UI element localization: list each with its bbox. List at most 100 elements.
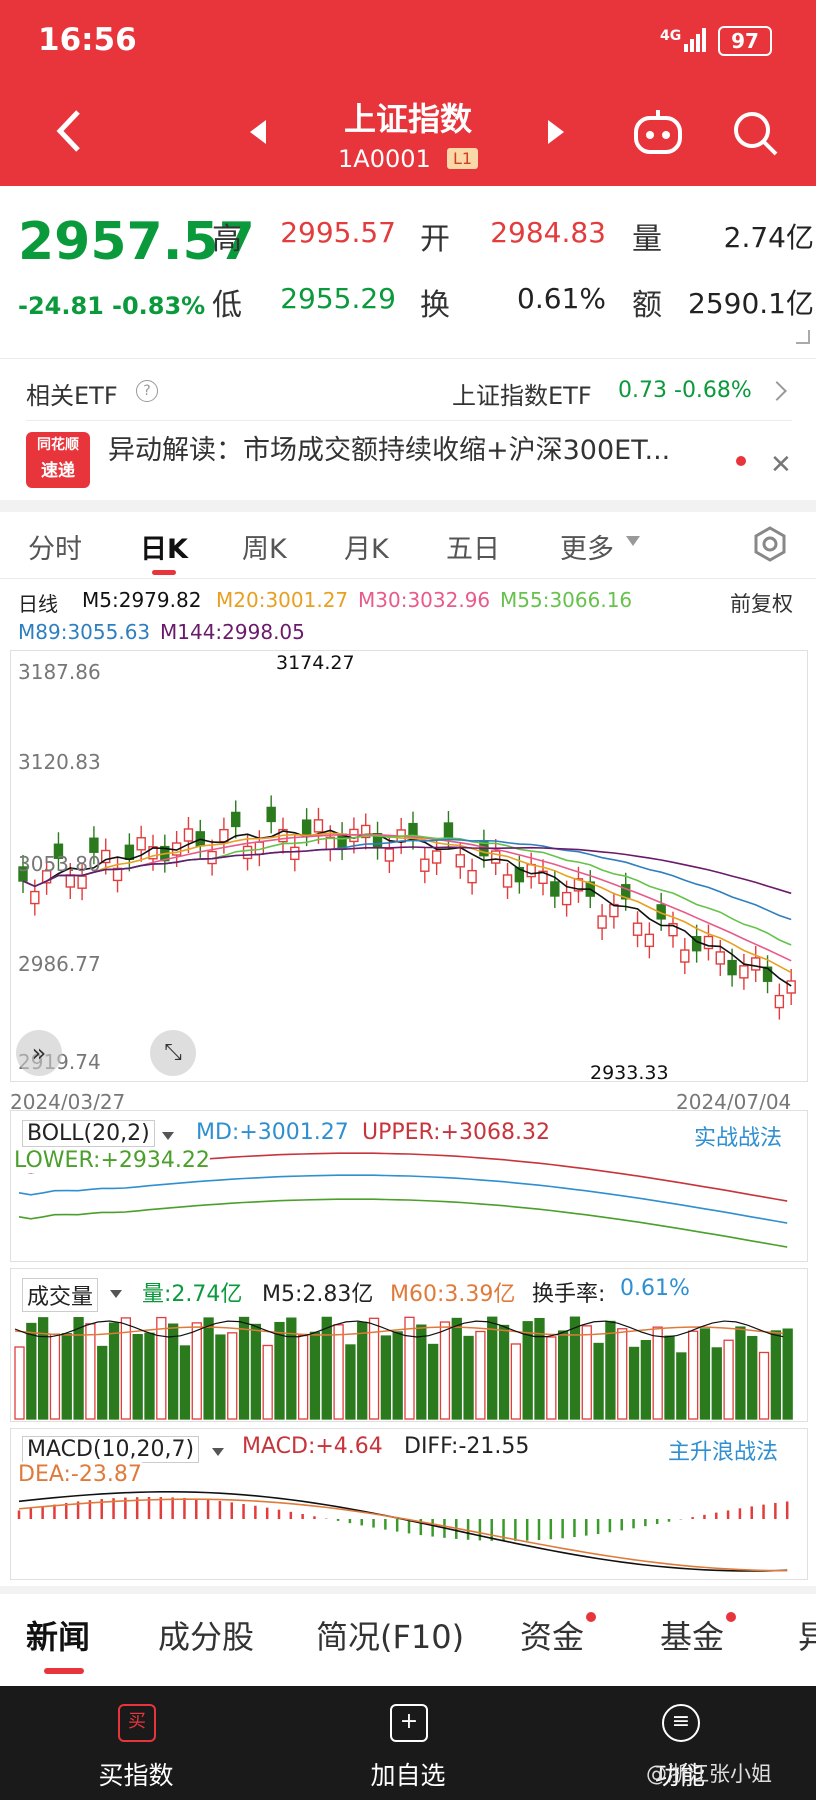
volume-bar: [628, 1346, 640, 1420]
macd-dea-line: [18, 1498, 788, 1572]
ma89-label: M89:3055.63: [18, 620, 151, 644]
volume-bar: [227, 1332, 238, 1420]
open-value: 2984.83: [490, 216, 606, 249]
candle: [491, 850, 501, 864]
volume-bar: [735, 1326, 746, 1420]
bottom-nav: 买 买指数 + 加自选 ≡ 功能 @浙江张小姐: [0, 1686, 816, 1800]
volume-bar: [203, 1317, 214, 1420]
macd-strategy-link[interactable]: 主升浪战法: [668, 1440, 779, 1465]
tab-more[interactable]: 更多: [560, 534, 614, 565]
current-price: 2957.57: [18, 212, 255, 272]
volume-bar: [770, 1330, 782, 1420]
etf-price: 0.73: [618, 378, 667, 403]
etf-name[interactable]: 上证指数ETF: [452, 382, 592, 410]
robot-icon[interactable]: [632, 108, 684, 158]
section-gap: [0, 1586, 816, 1594]
unread-dot: [736, 456, 746, 466]
candle: [680, 949, 690, 963]
volume-chart[interactable]: [10, 1268, 808, 1422]
chevron-down-icon[interactable]: [110, 1290, 122, 1298]
nav-functions[interactable]: 功能: [654, 1761, 705, 1790]
volume-bar: [557, 1330, 569, 1420]
ma30-line: [22, 833, 792, 962]
kline-chart[interactable]: [10, 650, 808, 1082]
tab-f10[interactable]: 简况(F10): [316, 1618, 465, 1656]
tab-five-day[interactable]: 五日: [446, 534, 500, 565]
candle: [148, 846, 158, 860]
volume-bar: [26, 1322, 37, 1420]
nav-buy-index[interactable]: 买指数: [98, 1761, 174, 1790]
tab-constituents[interactable]: 成分股: [158, 1618, 255, 1656]
tab-fenshi[interactable]: 分时: [28, 534, 82, 565]
high-label: 高: [212, 222, 242, 257]
tab-funds-flow[interactable]: 资金: [520, 1618, 585, 1656]
ma144-line: [22, 846, 792, 895]
y-label-3: 3053.80: [18, 852, 101, 876]
app-header: 16:56 4G 97 上证指数 1A0001 L1: [0, 0, 816, 186]
prev-stock-icon[interactable]: [250, 120, 266, 144]
macd-chart[interactable]: [10, 1428, 808, 1580]
y-label-2: 3120.83: [18, 750, 101, 774]
volume-selector[interactable]: 成交量: [22, 1278, 99, 1312]
candle: [538, 870, 548, 885]
volume-bar: [61, 1333, 72, 1420]
volume-bar: [699, 1328, 711, 1420]
chevron-down-icon[interactable]: [212, 1448, 224, 1456]
fullscreen-icon[interactable]: ⤡: [150, 1030, 196, 1076]
macd-selector[interactable]: MACD(10,20,7): [22, 1436, 200, 1463]
buy-icon[interactable]: 买: [118, 1704, 156, 1742]
volume-bar: [782, 1328, 793, 1420]
tab-more-partial[interactable]: 异: [798, 1618, 816, 1656]
help-icon[interactable]: ?: [136, 380, 158, 402]
volume-bar: [49, 1333, 61, 1420]
boll-md: MD:+3001.27: [196, 1120, 349, 1145]
volume-bar: [274, 1321, 285, 1420]
candle: [727, 959, 737, 976]
volume-bar: [167, 1323, 179, 1420]
candle: [751, 957, 761, 971]
volume-bar: [546, 1336, 557, 1420]
volume-label: 量: [632, 222, 662, 257]
boll-strategy-link[interactable]: 实战战法: [694, 1126, 783, 1151]
menu-icon[interactable]: ≡: [662, 1704, 700, 1742]
divider: [0, 578, 816, 579]
funds-flow-dot: [586, 1612, 596, 1622]
volume-value: 2.74亿: [723, 221, 814, 254]
volume-m5-line: [14, 1320, 784, 1338]
y-label-1: 3187.86: [18, 660, 101, 684]
candle: [384, 848, 395, 862]
candle: [431, 850, 442, 864]
chevron-right-icon[interactable]: [767, 381, 787, 401]
next-stock-icon[interactable]: [548, 120, 564, 144]
volume-bar: [451, 1317, 462, 1420]
expand-icon[interactable]: »: [16, 1030, 62, 1076]
close-icon[interactable]: ✕: [770, 450, 792, 480]
add-watchlist-icon[interactable]: +: [390, 1704, 428, 1742]
tab-fund[interactable]: 基金: [660, 1618, 725, 1656]
volume-bar: [179, 1345, 191, 1420]
settings-hexagon-icon[interactable]: [752, 526, 788, 562]
chevron-down-icon[interactable]: [162, 1132, 174, 1140]
adjust-toggle[interactable]: 前复权: [730, 592, 793, 616]
volume-bar: [427, 1343, 439, 1420]
tab-daily-k[interactable]: 日K: [140, 534, 188, 565]
corner-chevron-icon[interactable]: [796, 330, 810, 344]
signal-icon: 4G: [660, 28, 682, 44]
volume-bar: [73, 1317, 84, 1420]
chevron-down-icon[interactable]: [626, 536, 640, 546]
boll-selector[interactable]: BOLL(20,2): [22, 1120, 155, 1147]
volume-bar: [333, 1324, 344, 1420]
tab-news[interactable]: 新闻: [26, 1618, 91, 1656]
volume-bar: [14, 1346, 25, 1420]
candle: [739, 965, 749, 979]
back-button[interactable]: [50, 106, 90, 156]
search-icon[interactable]: [730, 108, 780, 158]
volume-today: 量:2.74亿: [142, 1282, 243, 1307]
nav-add-watchlist[interactable]: 加自选: [370, 1761, 446, 1790]
tab-monthly-k[interactable]: 月K: [344, 534, 389, 565]
tab-weekly-k[interactable]: 周K: [242, 534, 287, 565]
volume-bar: [262, 1344, 273, 1420]
news-headline[interactable]: 异动解读：市场成交额持续收缩+沪深300ET...: [108, 435, 671, 466]
volume-bar: [368, 1317, 380, 1420]
candle: [597, 915, 607, 929]
